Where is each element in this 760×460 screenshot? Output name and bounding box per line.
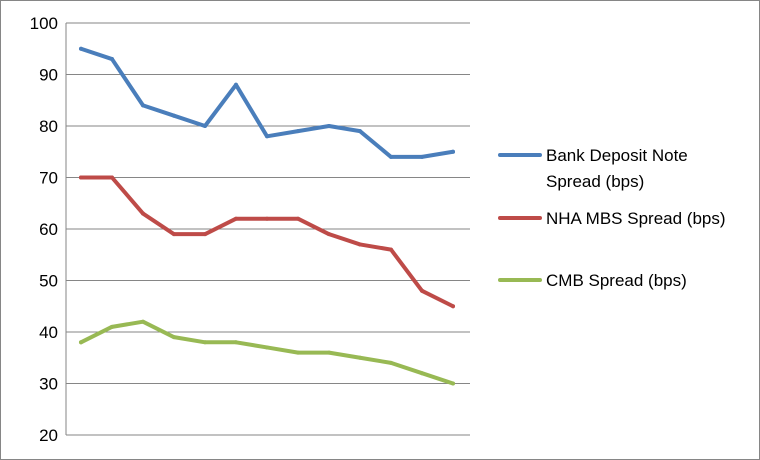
legend-label-1-line-1: Bank Deposit Note [546,146,688,165]
data-point-s2-4 [172,232,176,237]
y-tick-label-30: 30 [39,375,58,394]
data-point-s3-10 [358,355,362,360]
data-point-s1-2 [110,57,114,62]
y-tick-label-100: 100 [30,14,58,33]
y-tick-label-70: 70 [39,169,58,188]
legend-label-2: NHA MBS Spread (bps) [546,209,726,228]
data-point-s3-13 [451,381,455,386]
y-tick-label-60: 60 [39,220,58,239]
data-point-s1-13 [451,149,455,154]
data-point-s2-7 [265,216,269,221]
data-point-s1-6 [234,82,238,87]
data-point-s2-9 [327,232,331,237]
series-line-2 [79,175,455,309]
data-point-s2-8 [296,216,300,221]
data-point-s2-5 [203,232,207,237]
legend-label-1-line-2: Spread (bps) [546,172,644,191]
series-line-3 [79,319,455,386]
data-point-s1-9 [327,124,331,128]
y-tick-label-50: 50 [39,272,58,291]
data-point-s1-10 [358,129,362,134]
data-point-s3-9 [327,350,331,355]
data-point-s2-11 [389,247,393,252]
data-point-s3-6 [234,340,238,345]
legend-label-3: CMB Spread (bps) [546,271,687,290]
data-point-s1-11 [389,154,393,159]
data-point-s2-13 [451,304,455,309]
data-point-s3-7 [265,345,269,350]
data-point-s1-8 [296,129,300,134]
data-point-s1-7 [265,134,269,139]
data-point-s3-1 [79,340,83,345]
data-point-s2-10 [358,242,362,247]
data-point-s1-1 [79,46,83,51]
series-line-1 [79,46,455,159]
data-point-s2-3 [141,211,145,216]
data-point-s2-6 [234,216,238,221]
data-point-s3-11 [389,360,393,365]
data-point-s3-5 [203,340,207,345]
data-point-s1-5 [203,124,207,128]
data-point-s3-3 [141,319,145,324]
data-point-s1-12 [420,154,424,159]
y-tick-label-90: 90 [39,66,58,85]
data-point-s2-2 [110,175,114,180]
data-point-s2-12 [420,288,424,293]
data-point-s3-8 [296,350,300,355]
data-point-s1-4 [172,113,176,118]
data-point-s2-1 [79,175,83,180]
data-point-s1-3 [141,103,145,108]
data-point-s3-2 [110,324,114,329]
data-point-s3-12 [420,371,424,376]
y-tick-label-40: 40 [39,323,58,342]
y-tick-label-20: 20 [39,426,58,445]
data-point-s3-4 [172,335,176,340]
y-tick-label-80: 80 [39,117,58,136]
